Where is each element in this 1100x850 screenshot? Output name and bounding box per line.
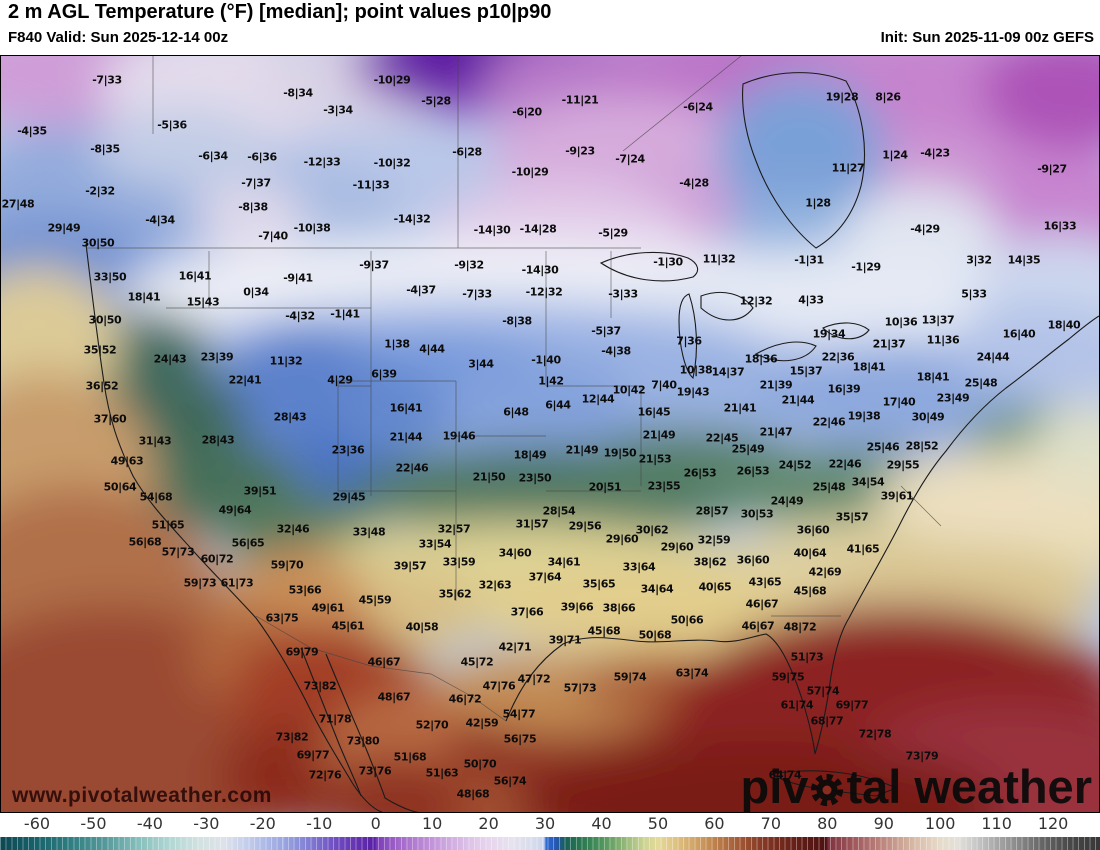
colorbar-tick-label: -60 [23, 814, 51, 833]
colorbar-tick-label: 120 [1037, 814, 1069, 833]
valid-time-label: F840 Valid: Sun 2025-12-14 00z [8, 29, 229, 46]
header: 2 m AGL Temperature (°F) [median]; point… [0, 0, 1100, 55]
colorbar-tick-label: -40 [136, 814, 163, 833]
colorbar-tick-label: 10 [421, 814, 443, 833]
colorbar-tick-label: -10 [306, 814, 333, 833]
coastlines [85, 72, 1099, 812]
colorbar-tick-label: 0 [370, 814, 381, 833]
colorbar-ticks: -60 -50 -40 -30 -20 -10 0 10 20 30 40 50 60 70 80 90 100… [0, 813, 1100, 835]
colorbar-tick-label: 80 [817, 814, 838, 833]
colorbar-tick-label: 50 [647, 814, 669, 833]
init-time-label: Init: Sun 2025-11-09 00z GEFS [880, 29, 1094, 46]
colorbar-tick-label: 20 [478, 814, 499, 833]
temperature-map [0, 55, 1100, 813]
brand-text-left: piv [740, 760, 809, 813]
colorbar-tick-label: -50 [80, 814, 107, 833]
colorbar-tick-label: -20 [249, 814, 276, 833]
brand-watermark: piv tal weather [741, 763, 1092, 810]
colorbar-tick-label: 90 [873, 814, 894, 833]
colorbar-tick-label: 40 [591, 814, 612, 833]
site-url: www.pivotalweather.com [12, 784, 272, 807]
colorbar-segment-lines [0, 837, 1100, 850]
gear-icon [811, 773, 844, 806]
colorbar-tick-label: -30 [193, 814, 220, 833]
colorbar-tick-label: 60 [704, 814, 725, 833]
colorbar-tick-label: 100 [924, 814, 956, 833]
brand-text-right: tal weather [846, 760, 1092, 813]
temperature-field [1, 56, 1099, 812]
color-scale: -60 -50 -40 -30 -20 -10 0 10 20 30 40 50 60 70 80 90 100… [0, 813, 1100, 850]
borders [86, 56, 942, 722]
colorbar-tick-label: 30 [534, 814, 556, 833]
colorbar-tick-label: 70 [760, 814, 782, 833]
temperature-shading [1, 56, 1099, 812]
map-title: 2 m AGL Temperature (°F) [median]; point… [8, 1, 552, 23]
colorbar-gradient [0, 837, 1100, 850]
colorbar-tick-label: 110 [981, 814, 1012, 833]
